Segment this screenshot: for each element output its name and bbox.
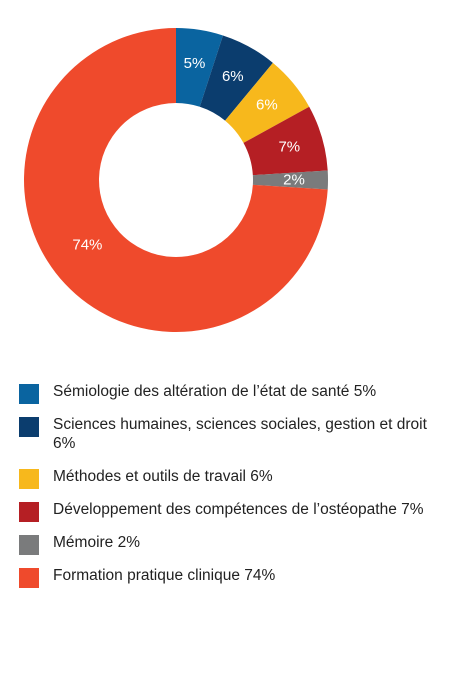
slice-value-label-5: 74% — [72, 237, 102, 254]
slice-value-label-3: 7% — [278, 139, 300, 156]
legend-swatch — [19, 502, 39, 522]
legend-label: Sciences humaines, sciences sociales, ge… — [53, 416, 427, 452]
donut-slice-2 — [225, 62, 310, 143]
donut-slice-0 — [176, 28, 223, 107]
chart-legend: Sémiologie des altération de l’état de s… — [19, 382, 439, 599]
legend-item-2: Méthodes et outils de travail 6% — [19, 467, 439, 489]
legend-swatch — [19, 417, 39, 437]
donut-labels: 5% 6% 6% 7% 2% 74% — [72, 55, 304, 254]
donut-slice-5 — [24, 28, 328, 332]
donut-slice-3 — [243, 106, 328, 176]
legend-item-5: Formation pratique clinique 74% — [19, 566, 439, 588]
donut-slice-4 — [252, 170, 328, 190]
slice-value-label-4: 2% — [283, 172, 305, 189]
legend-label: Développement des compétences de l’ostéo… — [53, 501, 424, 518]
donut-slices — [24, 28, 328, 332]
legend-label: Sémiologie des altération de l’état de s… — [53, 383, 377, 400]
donut-chart: 5% 6% 6% 7% 2% 74% — [24, 28, 328, 332]
slice-value-label-1: 6% — [222, 68, 244, 85]
donut-slice-1 — [199, 35, 273, 121]
slice-value-label-0: 5% — [184, 55, 206, 72]
legend-item-1: Sciences humaines, sciences sociales, ge… — [19, 415, 439, 453]
legend-label: Formation pratique clinique 74% — [53, 567, 276, 584]
slice-value-label-2: 6% — [256, 96, 278, 113]
legend-swatch — [19, 568, 39, 588]
legend-item-4: Mémoire 2% — [19, 533, 439, 555]
legend-label: Mémoire 2% — [53, 534, 140, 551]
legend-swatch — [19, 535, 39, 555]
legend-label: Méthodes et outils de travail 6% — [53, 468, 273, 485]
legend-item-0: Sémiologie des altération de l’état de s… — [19, 382, 439, 404]
legend-swatch — [19, 469, 39, 489]
legend-item-3: Développement des compétences de l’ostéo… — [19, 500, 439, 522]
legend-swatch — [19, 384, 39, 404]
